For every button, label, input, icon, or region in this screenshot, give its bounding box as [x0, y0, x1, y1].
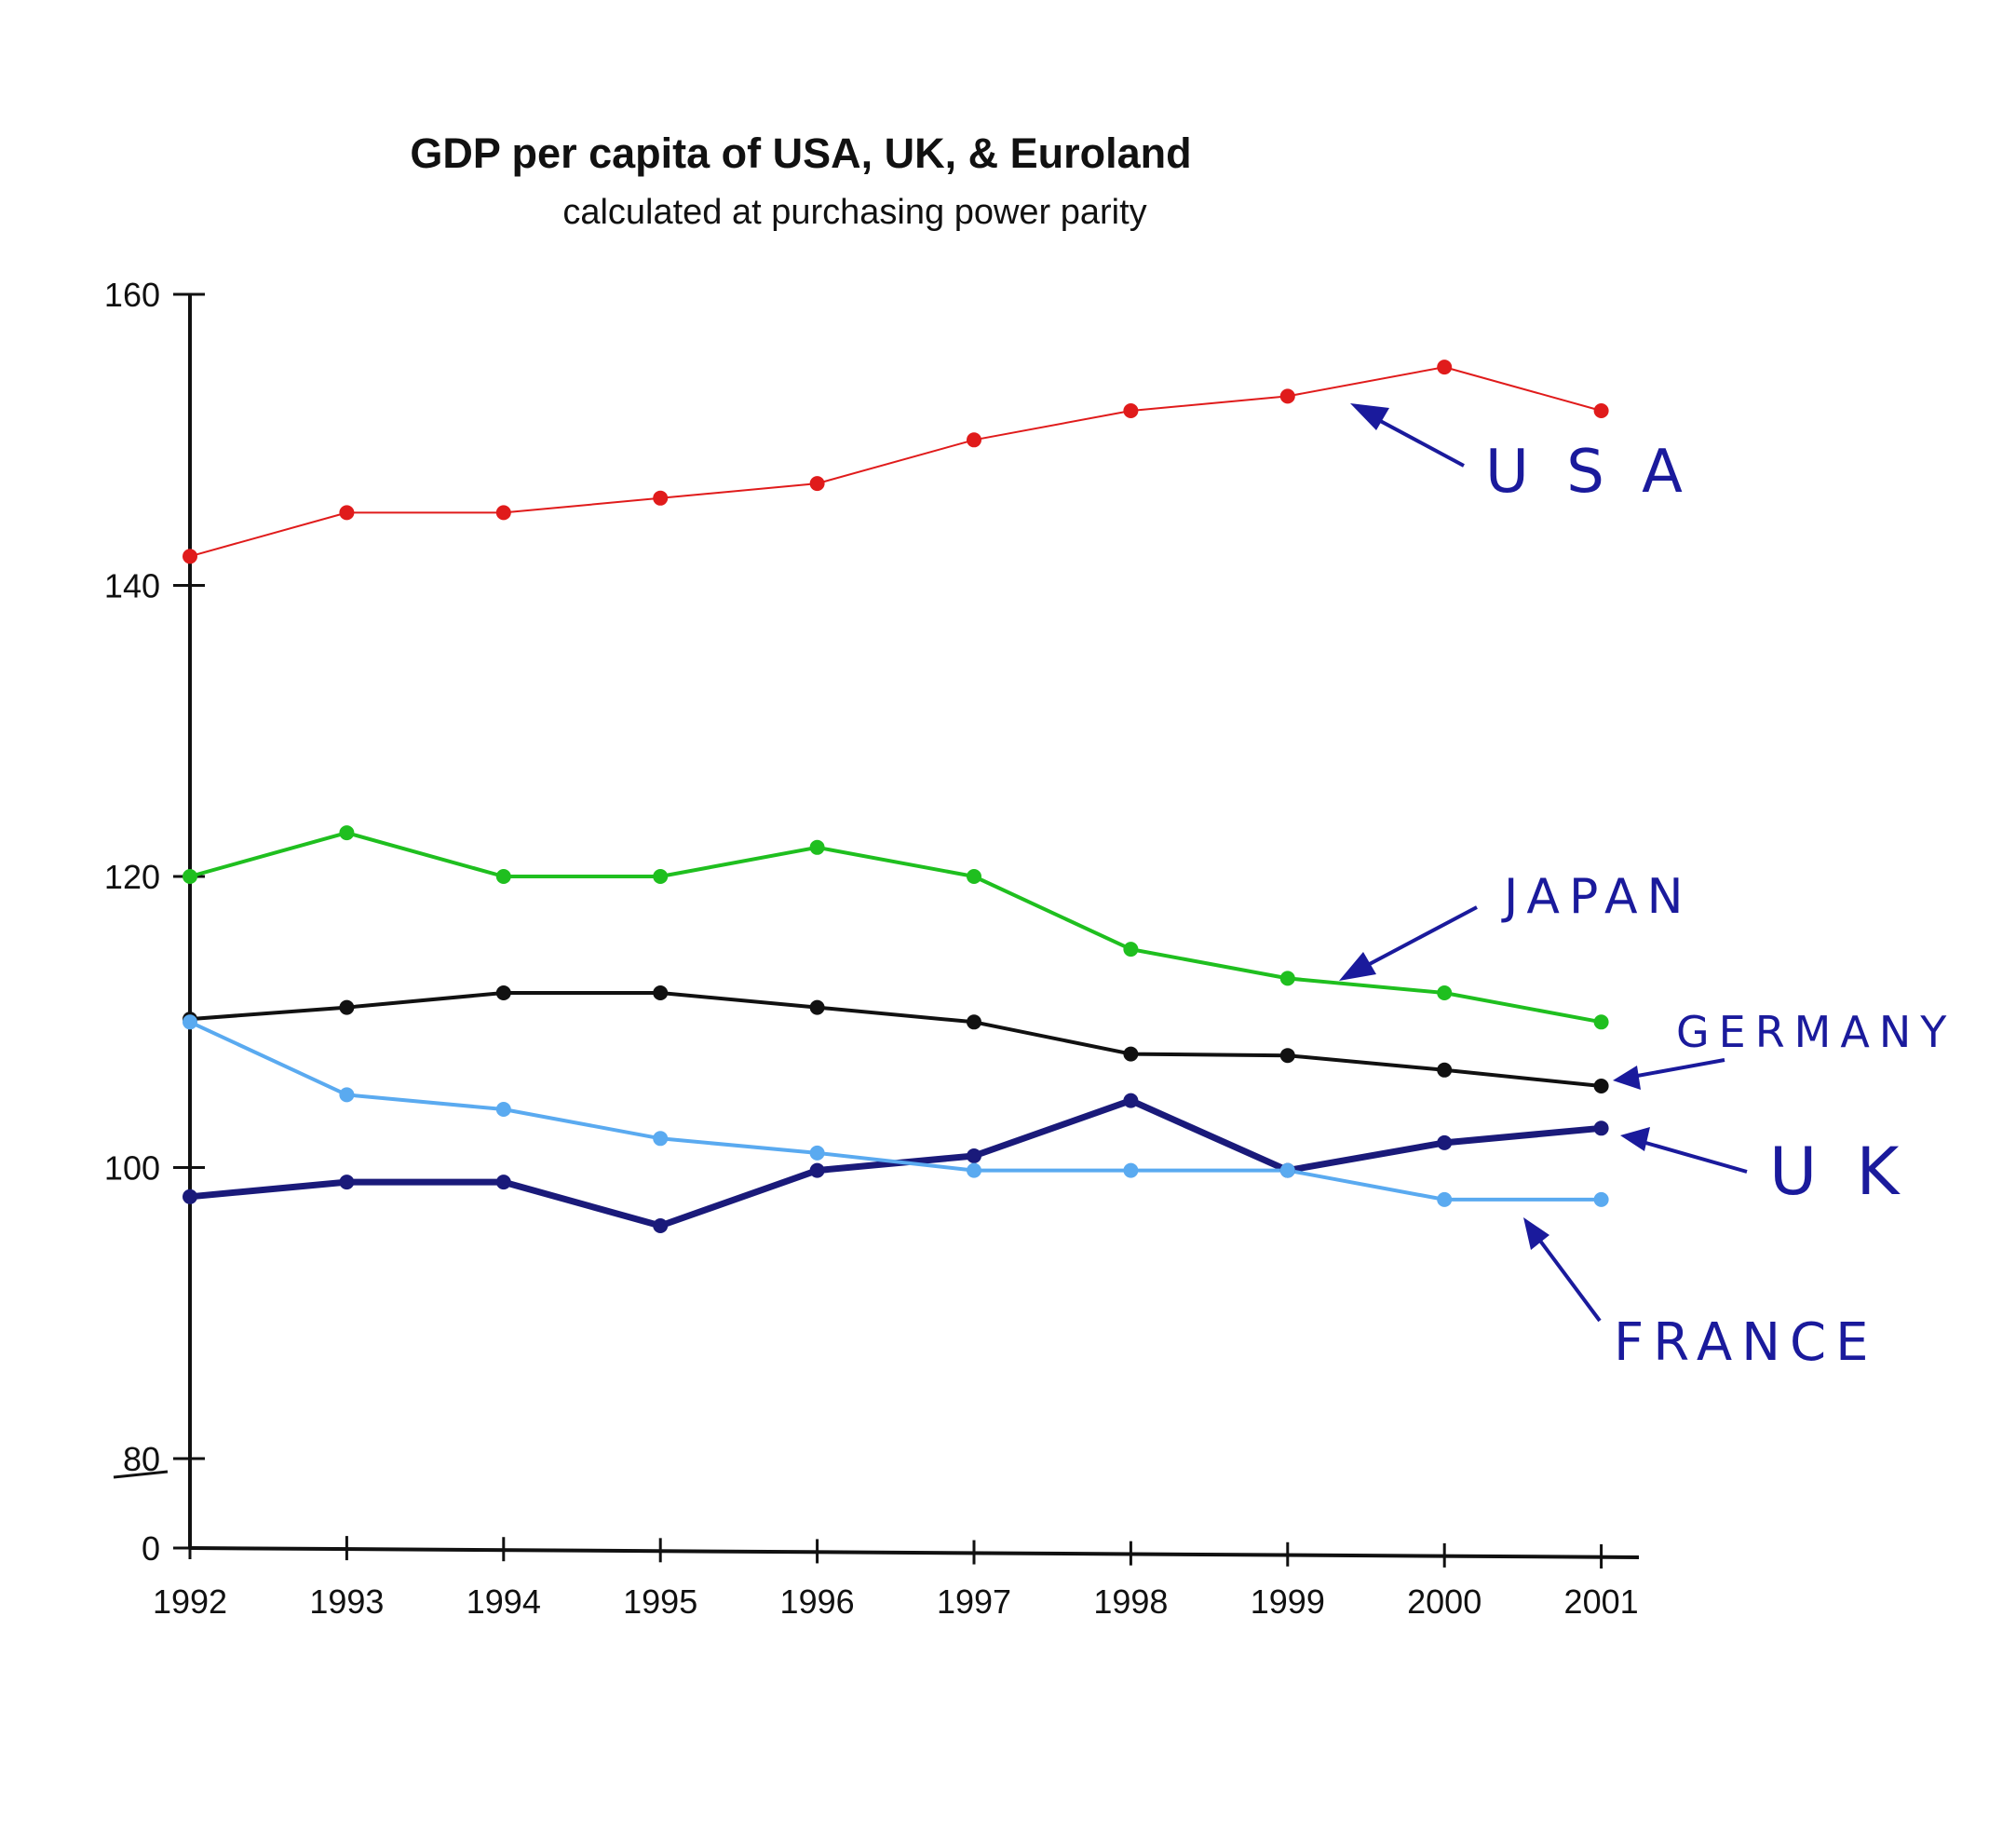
x-tick-label: 2000 — [1407, 1582, 1482, 1621]
data-point-usa — [183, 549, 197, 564]
x-tick-label: 1994 — [467, 1582, 541, 1621]
data-point-germany — [653, 985, 669, 1000]
data-point-uk — [339, 1175, 355, 1190]
y-tick-label: 160 — [104, 276, 160, 314]
data-point-uk — [967, 1148, 981, 1163]
series-label-japan: JAPAN — [1501, 869, 1693, 925]
annotation-germany: GERMANY — [1613, 1007, 1955, 1090]
x-ticks: 1992 1993 1994 1995 1996 1997 1998 1999 2000 2001 — [153, 1535, 1639, 1621]
series-lines — [189, 366, 1602, 1229]
arrowhead-france — [1523, 1217, 1549, 1250]
axis-break-mark — [113, 1470, 169, 1479]
data-point-uk — [1123, 1093, 1139, 1108]
data-point-france — [967, 1162, 981, 1178]
chart-subtitle: calculated at purchasing power parity — [562, 193, 1146, 232]
data-point-japan — [653, 869, 669, 884]
data-point-germany — [1123, 1046, 1139, 1062]
x-tick-label: 2001 — [1564, 1582, 1639, 1621]
y-tick-label: 0 — [142, 1529, 160, 1568]
x-tick-label: 1999 — [1251, 1582, 1325, 1621]
series-points — [183, 360, 1609, 1233]
data-point-usa — [809, 476, 825, 492]
data-point-japan — [809, 839, 825, 855]
x-tick-label: 1992 — [153, 1582, 227, 1621]
data-point-japan — [1123, 942, 1139, 957]
data-point-germany — [495, 985, 511, 1000]
arrowhead-germany — [1613, 1066, 1641, 1090]
arrowhead-usa — [1350, 403, 1389, 430]
series-line-usa — [189, 366, 1602, 558]
data-point-japan — [495, 869, 511, 884]
data-point-uk — [809, 1162, 825, 1178]
data-point-japan — [339, 825, 355, 841]
data-point-france — [183, 1014, 197, 1030]
x-tick-label: 1993 — [309, 1582, 384, 1621]
x-tick-label: 1997 — [937, 1582, 1011, 1621]
y-tick-label: 120 — [104, 858, 160, 896]
x-tick-label: 1995 — [623, 1582, 697, 1621]
data-point-uk — [1593, 1120, 1609, 1136]
arrow-japan — [1349, 905, 1478, 976]
annotation-usa: U S A — [1350, 403, 1692, 507]
arrow-uk — [1629, 1136, 1748, 1174]
chart-title: GDP per capita of USA, UK, & Euroland — [410, 129, 1191, 177]
data-point-france — [1437, 1191, 1453, 1207]
annotation-uk: U K — [1620, 1127, 1908, 1210]
series-label-germany: GERMANY — [1676, 1007, 1955, 1057]
data-point-usa — [495, 505, 511, 521]
data-point-usa — [1593, 403, 1609, 418]
data-point-usa — [1437, 360, 1453, 375]
data-point-japan — [183, 869, 197, 884]
series-line-japan — [189, 831, 1602, 1025]
y-tick-label: 80 — [123, 1440, 160, 1478]
annotation-france: FRANCE — [1523, 1217, 1878, 1373]
data-point-france — [809, 1145, 825, 1161]
annotation-japan: JAPAN — [1339, 869, 1693, 981]
data-point-usa — [653, 490, 669, 506]
data-point-germany — [339, 999, 355, 1015]
arrowhead-uk — [1620, 1127, 1650, 1151]
y-tick-label: 100 — [104, 1149, 160, 1188]
data-point-usa — [1279, 388, 1295, 404]
data-point-japan — [1437, 985, 1453, 1000]
series-line-germany — [189, 991, 1602, 1088]
data-point-germany — [1437, 1062, 1453, 1078]
data-point-usa — [1123, 403, 1139, 418]
data-point-uk — [183, 1188, 197, 1204]
arrow-germany — [1621, 1058, 1725, 1080]
data-point-france — [339, 1087, 355, 1103]
series-label-uk: U K — [1769, 1134, 1908, 1210]
data-point-usa — [339, 505, 355, 521]
data-point-germany — [809, 999, 825, 1015]
data-point-germany — [967, 1014, 981, 1030]
series-label-usa: U S A — [1485, 438, 1692, 507]
y-tick-label: 140 — [104, 567, 160, 605]
data-point-uk — [1437, 1134, 1453, 1150]
data-point-usa — [967, 432, 981, 448]
data-point-france — [1123, 1162, 1139, 1178]
data-point-france — [653, 1131, 669, 1147]
data-point-japan — [967, 869, 981, 884]
x-tick-label: 1998 — [1093, 1582, 1168, 1621]
arrowhead-japan — [1339, 952, 1376, 981]
y-ticks: 0 80 100 120 140 160 — [104, 276, 205, 1568]
data-point-france — [495, 1102, 511, 1117]
data-point-france — [1593, 1191, 1609, 1207]
data-point-japan — [1593, 1014, 1609, 1030]
x-axis-line — [189, 1546, 1640, 1559]
data-point-france — [1279, 1162, 1295, 1178]
data-point-japan — [1279, 971, 1295, 986]
data-point-uk — [495, 1175, 511, 1190]
data-point-uk — [653, 1218, 669, 1233]
x-tick-label: 1996 — [780, 1582, 855, 1621]
data-point-germany — [1279, 1048, 1295, 1064]
axes — [113, 294, 1640, 1559]
series-label-france: FRANCE — [1614, 1312, 1878, 1373]
series-annotations: U S A JAPAN GERMANY U K FRANCE — [1339, 403, 1955, 1373]
data-point-germany — [1593, 1079, 1609, 1093]
series-line-france — [189, 1020, 1602, 1202]
